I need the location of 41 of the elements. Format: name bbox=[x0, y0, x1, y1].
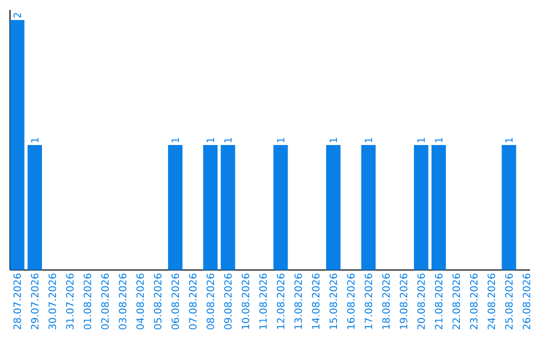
x-tick-label: 14.08.2026 bbox=[312, 274, 320, 329]
data-label: 2 bbox=[14, 13, 21, 18]
data-label: 1 bbox=[172, 138, 179, 142]
x-tick-label: 28.07.2026 bbox=[13, 274, 21, 330]
x-tick-label: 08.08.2026 bbox=[206, 274, 214, 330]
data-label: 1 bbox=[418, 138, 425, 142]
x-tick-label: 01.08.2026 bbox=[84, 274, 92, 330]
x-tick-label: 18.08.2026 bbox=[382, 274, 390, 329]
x-tick-label: 13.08.2026 bbox=[294, 274, 302, 329]
data-label: 1 bbox=[505, 138, 513, 142]
x-tick-label: 22.08.2026 bbox=[452, 274, 460, 330]
x-tick-label: 15.08.2026 bbox=[330, 274, 338, 329]
data-label: 1 bbox=[364, 138, 372, 142]
data-label: 1 bbox=[31, 138, 38, 142]
x-tick-label: 09.08.2026 bbox=[224, 274, 232, 330]
x-tick-label: 17.08.2026 bbox=[364, 274, 372, 329]
x-tick-label: 06.08.2026 bbox=[171, 274, 180, 330]
x-tick-label: 31.07.2026 bbox=[66, 274, 74, 330]
x-tick-label: 10.08.2026 bbox=[242, 274, 250, 329]
x-tick-label: 30.07.2026 bbox=[48, 274, 56, 330]
x-tick-label: 26.08.2026 bbox=[522, 274, 530, 330]
data-label: 1 bbox=[206, 138, 214, 142]
x-tick-label: 05.08.2026 bbox=[154, 274, 162, 330]
x-tick-label: 04.08.2026 bbox=[136, 274, 144, 330]
data-label: 1 bbox=[224, 138, 232, 142]
x-tick-label: 29.07.2026 bbox=[30, 274, 39, 330]
x-tick-label: 12.08.2026 bbox=[276, 274, 284, 329]
x-tick-label: 23.08.2026 bbox=[470, 274, 478, 330]
x-tick-label: 24.08.2026 bbox=[488, 274, 496, 330]
x-tick-label: 07.08.2026 bbox=[189, 274, 197, 330]
x-tick-label: 25.08.2026 bbox=[505, 274, 513, 330]
data-label: 1 bbox=[277, 138, 284, 142]
x-tick-label: 21.08.2026 bbox=[434, 274, 442, 330]
data-label: 1 bbox=[435, 138, 442, 142]
x-tick-label: 03.08.2026 bbox=[118, 274, 126, 330]
x-tick-label: 02.08.2026 bbox=[101, 274, 109, 330]
x-tick-label: 11.08.2026 bbox=[259, 274, 267, 329]
x-tick-label: 16.08.2026 bbox=[347, 274, 355, 329]
data-label: 1 bbox=[330, 138, 337, 142]
x-tick-label: 20.08.2026 bbox=[417, 274, 425, 330]
x-tick-label: 19.08.2026 bbox=[400, 274, 408, 329]
